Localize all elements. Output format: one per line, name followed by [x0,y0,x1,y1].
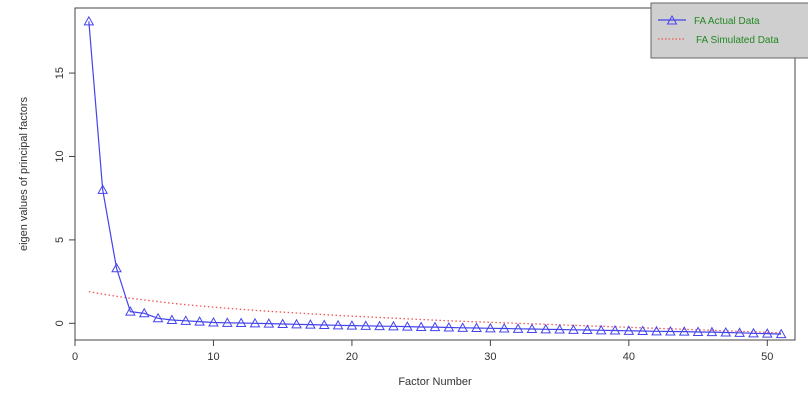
plot-area-frame [74,7,796,341]
actual-data-point [374,320,385,331]
simulated-data-line [88,290,782,334]
actual-data-point [720,326,732,337]
actual-data-point [125,306,136,316]
x-axis-title: Factor Number [398,376,472,388]
actual-data-point [554,323,565,334]
x-tick-label: 50 [761,351,773,363]
y-axis-title: eigen values of principal factors [18,96,30,251]
y-tick-label: 5 [54,237,66,243]
actual-data-point [83,15,95,26]
actual-data-point [706,326,718,337]
actual-data-point [291,318,302,329]
actual-data-point [235,317,247,327]
legend-box [650,2,808,59]
actual-data-point [734,327,745,337]
actual-data-point [305,319,316,329]
actual-data-point [692,326,704,336]
actual-data-point [194,316,205,326]
actual-data-point [111,262,122,273]
actual-data-point [595,324,607,335]
actual-data-point [485,322,496,333]
actual-data-point [540,323,552,334]
actual-data-point [637,325,649,335]
actual-data-point [512,323,524,333]
actual-data-point [761,328,773,338]
y-tick-label: 0 [54,320,66,326]
actual-data-point [180,315,192,325]
actual-data-point [401,321,413,331]
x-tick-label: 0 [72,351,78,363]
actual-data-point [498,322,510,333]
x-axis: 0 10 20 30 40 50 [72,340,773,363]
legend-actual-triangle-icon [666,14,678,25]
actual-data-point [748,327,759,338]
actual-data-point [97,184,109,194]
y-axis: 0 5 10 15 [54,67,75,326]
actual-data-point [415,321,427,331]
actual-data-point [471,322,482,332]
actual-data-point [651,325,662,336]
actual-data-point [457,322,469,332]
actual-data-point [678,326,690,336]
legend: FA Actual Data FA Simulated Data [650,2,808,59]
actual-data-point [221,317,233,327]
actual-data-point [166,314,178,324]
actual-data-point [581,324,593,334]
actual-data-point [138,307,150,318]
x-tick-label: 40 [623,351,635,363]
legend-actual-label: FA Actual Data [694,16,760,27]
legend-simulated-label: FA Simulated Data [696,35,779,46]
actual-data-point [443,321,455,332]
actual-data-point [526,323,538,333]
actual-data-point [609,324,621,335]
actual-data-point [623,325,635,335]
actual-data-point [152,312,164,323]
actual-data-point [665,325,676,336]
actual-data-point [332,319,344,330]
actual-data-point [388,320,399,331]
actual-data-point [429,321,441,332]
series-layer [83,15,787,339]
actual-data-point [277,318,289,328]
actual-data-line [88,21,782,335]
actual-data-point [318,319,330,329]
y-tick-label: 15 [54,67,66,79]
actual-data-point [249,317,261,328]
y-tick-label: 10 [54,150,66,162]
actual-data-point [346,320,358,330]
actual-data-point [775,328,787,339]
x-tick-label: 20 [346,351,358,363]
actual-data-point [263,318,275,328]
actual-data-point [568,324,579,334]
x-tick-label: 10 [207,351,219,363]
actual-data-point [208,316,219,327]
actual-data-point [360,320,372,330]
x-tick-label: 30 [484,351,496,363]
